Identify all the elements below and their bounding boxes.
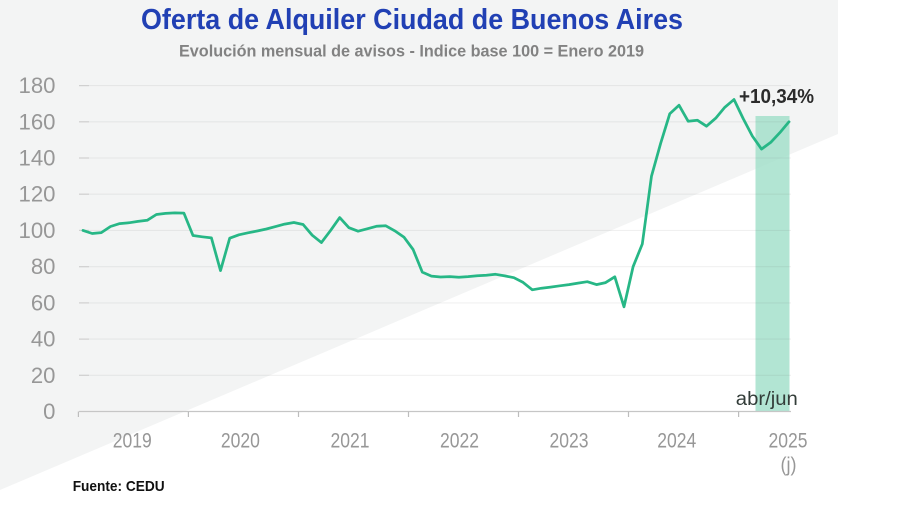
svg-text:Fuente: CEDU: Fuente: CEDU bbox=[73, 478, 165, 495]
svg-text:20: 20 bbox=[31, 363, 56, 388]
svg-text:(j): (j) bbox=[781, 455, 797, 477]
svg-text:2020: 2020 bbox=[221, 429, 260, 452]
svg-text:2024: 2024 bbox=[657, 429, 696, 452]
svg-text:40: 40 bbox=[31, 327, 56, 352]
svg-text:Evolución mensual de avisos -: Evolución mensual de avisos - Indice bas… bbox=[179, 43, 644, 61]
svg-text:abr/jun: abr/jun bbox=[736, 389, 798, 410]
svg-text:2025: 2025 bbox=[769, 429, 808, 452]
svg-text:2019: 2019 bbox=[113, 429, 152, 452]
svg-text:2022: 2022 bbox=[440, 429, 479, 452]
svg-text:100: 100 bbox=[19, 218, 56, 243]
svg-text:80: 80 bbox=[31, 254, 56, 279]
svg-text:0: 0 bbox=[43, 399, 55, 424]
svg-text:120: 120 bbox=[19, 182, 56, 207]
svg-text:+10,34%: +10,34% bbox=[739, 86, 814, 108]
svg-text:180: 180 bbox=[19, 73, 56, 98]
svg-text:Oferta de Alquiler Ciudad de B: Oferta de Alquiler Ciudad de Buenos Aire… bbox=[141, 4, 683, 36]
svg-text:2023: 2023 bbox=[550, 429, 589, 452]
svg-text:140: 140 bbox=[19, 146, 56, 171]
svg-text:2021: 2021 bbox=[331, 429, 370, 452]
svg-text:60: 60 bbox=[31, 290, 56, 315]
svg-text:160: 160 bbox=[19, 109, 56, 134]
